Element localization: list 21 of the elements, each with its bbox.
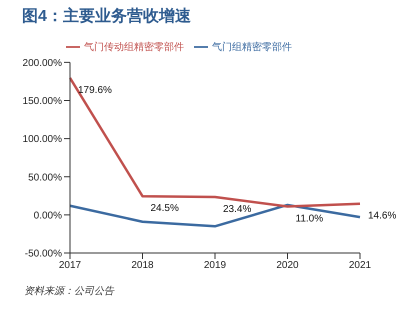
- x-tick-label: 2021: [348, 260, 372, 272]
- data-label: 179.6%: [78, 84, 112, 96]
- legend-label: 气门传动组精密零部件: [84, 42, 184, 53]
- x-tick-label: 2020: [276, 260, 300, 272]
- y-tick-label: 100.00%: [22, 134, 62, 146]
- data-label: 14.6%: [368, 210, 396, 222]
- chart-title: 图4：主要业务营收增速: [22, 6, 191, 27]
- data-label: 11.0%: [296, 213, 324, 224]
- x-tick-label: 2019: [204, 260, 227, 272]
- y-tick-label: 50.00%: [28, 172, 62, 184]
- data-label: 23.4%: [223, 204, 252, 216]
- y-tick-label: -50.00%: [24, 248, 62, 260]
- x-tick-label: 2018: [131, 260, 154, 272]
- text: 资料来源：公司公告: [24, 284, 114, 298]
- x-tick-label: 2017: [58, 260, 82, 272]
- data-label: 24.5%: [150, 203, 179, 214]
- y-tick-label: 0.00%: [34, 210, 62, 222]
- y-tick-label: 150.00%: [22, 96, 62, 108]
- line-series: [68, 204, 362, 228]
- legend-label: 气门组精密零部件: [212, 42, 292, 53]
- y-tick-label: 200.00%: [22, 58, 62, 69]
